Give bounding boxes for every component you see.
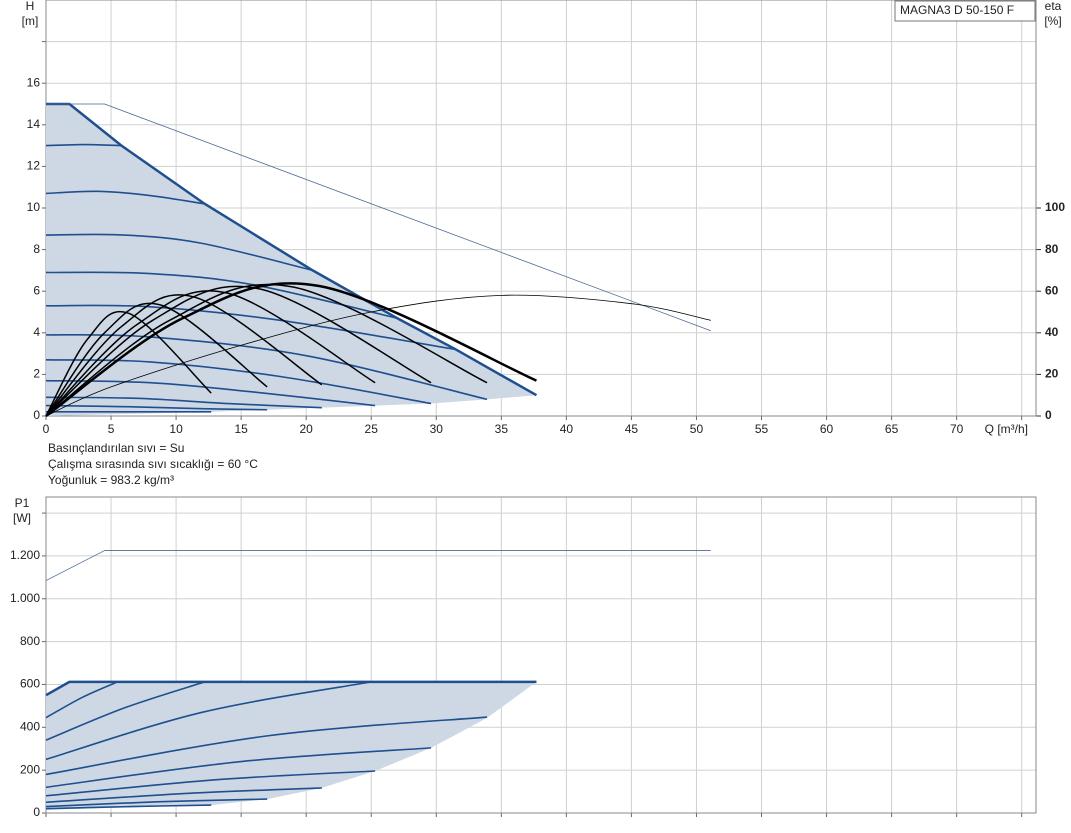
y2-tick-label: 80 xyxy=(1045,242,1059,256)
curve xyxy=(45,770,376,797)
note: Çalışma sırasında sıvı sıcaklığı = 60 °C xyxy=(48,457,258,471)
curve xyxy=(45,233,313,272)
y-tick-label: 0 xyxy=(33,805,40,819)
y2-tick-label: 60 xyxy=(1045,283,1059,297)
y-tick-label: 6 xyxy=(33,283,40,297)
curve xyxy=(45,681,118,719)
p1-axis-label: P1 xyxy=(15,496,30,510)
h-axis-label: H xyxy=(26,0,35,13)
y-tick-label: 14 xyxy=(27,117,41,131)
curve xyxy=(45,283,488,417)
operating-area xyxy=(46,681,537,810)
y-tick-label: 4 xyxy=(33,325,40,339)
curve xyxy=(45,333,488,401)
x-tick-label: 55 xyxy=(755,422,769,436)
y-tick-label: 800 xyxy=(20,634,40,648)
curve xyxy=(45,716,488,776)
x-tick-label: 45 xyxy=(625,422,639,436)
y-tick-label: 12 xyxy=(27,159,41,173)
y-tick-label: 0 xyxy=(33,408,40,422)
x-tick-label: 15 xyxy=(234,422,248,436)
y-tick-label: 16 xyxy=(27,75,41,89)
curve xyxy=(45,404,268,411)
y2-tick-label: 20 xyxy=(1045,367,1059,381)
x-tick-label: 65 xyxy=(885,422,899,436)
plot-frame xyxy=(45,496,1037,814)
y-tick-label: 200 xyxy=(20,762,40,776)
x-tick-label: 50 xyxy=(690,422,704,436)
y-tick-label: 1.000 xyxy=(10,591,40,605)
y2-tick-label: 100 xyxy=(1045,200,1065,214)
curve xyxy=(45,798,268,808)
y-tick-label: 600 xyxy=(20,677,40,691)
y-tick-label: 2 xyxy=(33,367,40,381)
curve xyxy=(45,681,372,761)
x-tick-label: 25 xyxy=(365,422,379,436)
curve xyxy=(46,102,538,397)
x-tick-label: 5 xyxy=(108,422,115,436)
curve xyxy=(45,311,212,417)
curve xyxy=(46,103,711,332)
curve xyxy=(45,302,268,417)
eta-axis-unit: [%] xyxy=(1044,14,1061,28)
curve xyxy=(45,282,537,418)
curve xyxy=(45,550,711,581)
y-tick-label: 8 xyxy=(33,242,40,256)
curve xyxy=(45,680,537,697)
note: Yoğunluk = 983.2 kg/m³ xyxy=(48,473,174,487)
x-tick-label: 40 xyxy=(560,422,574,436)
y2-tick-label: 40 xyxy=(1045,325,1059,339)
curve xyxy=(45,285,432,417)
model-name: MAGNA3 D 50-150 F xyxy=(900,3,1014,17)
model-box xyxy=(894,0,1036,22)
p1-axis-unit: [W] xyxy=(13,511,31,525)
curve xyxy=(45,143,122,147)
curve xyxy=(45,804,212,810)
y2-tick-label: 0 xyxy=(1045,408,1052,422)
curve xyxy=(45,290,376,417)
y-tick-label: 1.200 xyxy=(10,548,40,562)
x-tick-label: 20 xyxy=(300,422,314,436)
curve xyxy=(45,190,205,205)
curve xyxy=(45,681,205,741)
x-tick-label: 70 xyxy=(950,422,964,436)
y-tick-label: 400 xyxy=(20,719,40,733)
note: Basınçlandırılan sıvı = Su xyxy=(48,441,184,455)
q-axis-label: Q [m³/h] xyxy=(985,422,1028,436)
x-tick-label: 0 xyxy=(43,422,50,436)
h-axis-unit: [m] xyxy=(22,14,39,28)
curve xyxy=(45,359,432,405)
x-tick-label: 30 xyxy=(430,422,444,436)
y-tick-label: 10 xyxy=(27,200,41,214)
curve xyxy=(45,747,432,789)
curve xyxy=(45,294,711,417)
x-tick-label: 60 xyxy=(820,422,834,436)
x-tick-label: 35 xyxy=(495,422,509,436)
curve xyxy=(45,294,323,417)
eta-axis-label: eta xyxy=(1045,0,1062,13)
x-tick-label: 10 xyxy=(169,422,183,436)
curve xyxy=(45,787,322,804)
